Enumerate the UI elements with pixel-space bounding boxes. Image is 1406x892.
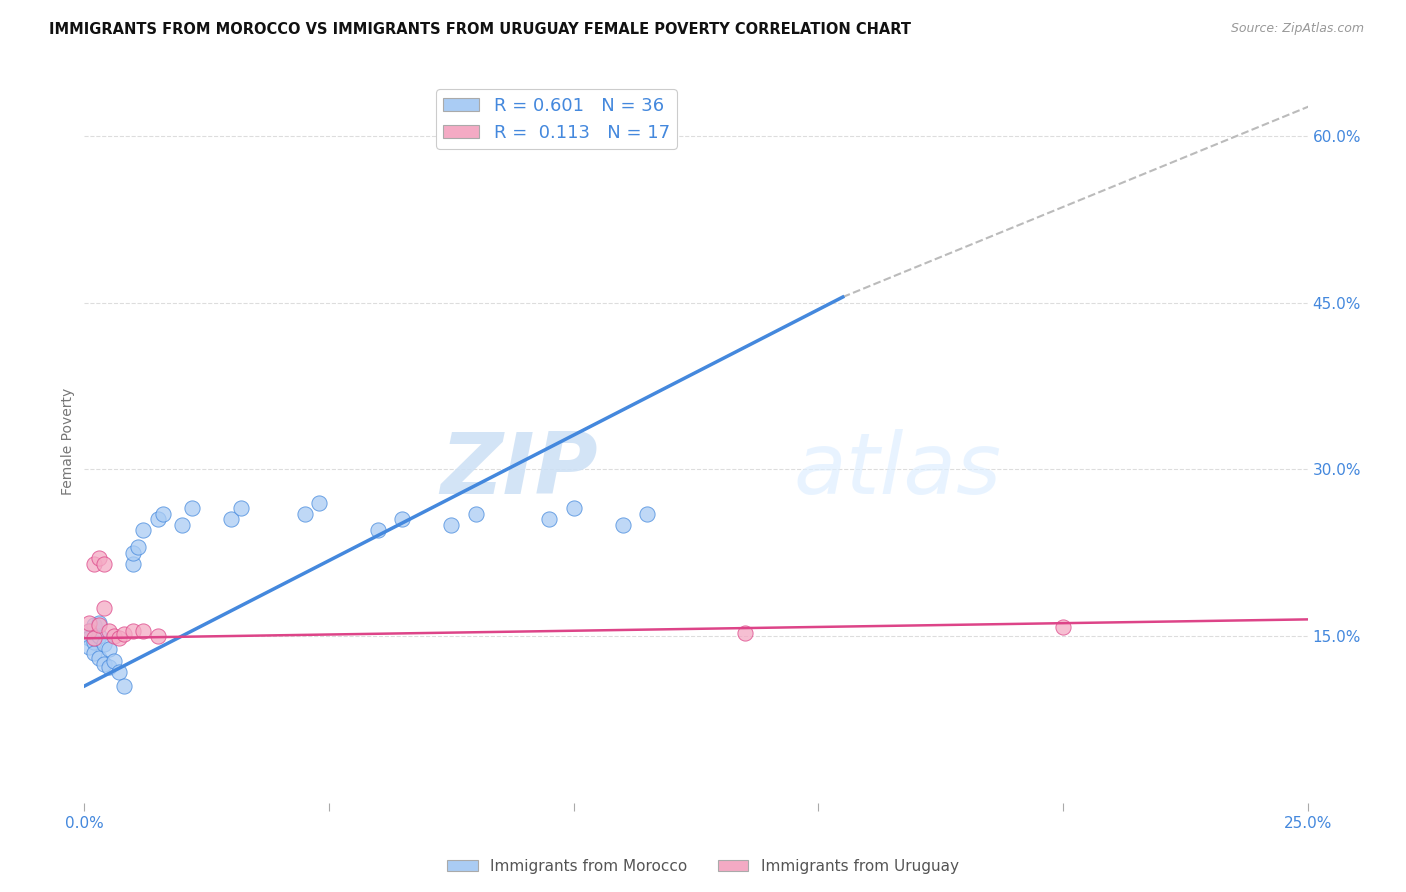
- Point: [294, 507, 316, 521]
- Point: [77, 624, 100, 638]
- Point: [112, 627, 135, 641]
- Point: [391, 512, 413, 526]
- Point: [229, 501, 252, 516]
- Point: [93, 557, 115, 571]
- Text: IMMIGRANTS FROM MOROCCO VS IMMIGRANTS FROM URUGUAY FEMALE POVERTY CORRELATION CH: IMMIGRANTS FROM MOROCCO VS IMMIGRANTS FR…: [49, 22, 911, 37]
- Point: [103, 629, 125, 643]
- Point: [152, 507, 174, 521]
- Point: [103, 653, 125, 667]
- Point: [464, 507, 486, 521]
- Point: [122, 546, 145, 560]
- Point: [636, 507, 658, 521]
- Point: [172, 517, 194, 532]
- Point: [77, 632, 100, 646]
- Point: [612, 517, 634, 532]
- Point: [77, 624, 100, 638]
- Point: [93, 637, 115, 651]
- Point: [87, 551, 110, 566]
- Point: [83, 646, 105, 660]
- Point: [83, 618, 105, 632]
- Point: [87, 615, 110, 630]
- Point: [97, 660, 120, 674]
- Point: [97, 624, 120, 638]
- Point: [87, 629, 110, 643]
- Point: [77, 640, 100, 655]
- Point: [562, 501, 585, 516]
- Point: [93, 601, 115, 615]
- Point: [146, 512, 169, 526]
- Point: [83, 632, 105, 646]
- Point: [308, 496, 330, 510]
- Text: ZIP: ZIP: [440, 429, 598, 512]
- Point: [112, 679, 135, 693]
- Point: [181, 501, 204, 516]
- Text: Source: ZipAtlas.com: Source: ZipAtlas.com: [1230, 22, 1364, 36]
- Point: [132, 624, 155, 638]
- Point: [122, 624, 145, 638]
- Point: [127, 540, 149, 554]
- Point: [132, 524, 155, 538]
- Point: [87, 651, 110, 665]
- Point: [440, 517, 463, 532]
- Point: [219, 512, 242, 526]
- Point: [93, 657, 115, 671]
- Point: [77, 615, 100, 630]
- Point: [367, 524, 389, 538]
- Point: [97, 642, 120, 657]
- Point: [87, 618, 110, 632]
- Point: [107, 665, 129, 679]
- Point: [83, 557, 105, 571]
- Point: [107, 632, 129, 646]
- Legend: R = 0.601   N = 36, R =  0.113   N = 17: R = 0.601 N = 36, R = 0.113 N = 17: [436, 89, 678, 149]
- Text: atlas: atlas: [794, 429, 1002, 512]
- Point: [146, 629, 169, 643]
- Legend: Immigrants from Morocco, Immigrants from Uruguay: Immigrants from Morocco, Immigrants from…: [441, 853, 965, 880]
- Point: [538, 512, 561, 526]
- Point: [734, 625, 756, 640]
- Point: [83, 634, 105, 648]
- Y-axis label: Female Poverty: Female Poverty: [62, 388, 76, 495]
- Point: [122, 557, 145, 571]
- Point: [1052, 620, 1074, 634]
